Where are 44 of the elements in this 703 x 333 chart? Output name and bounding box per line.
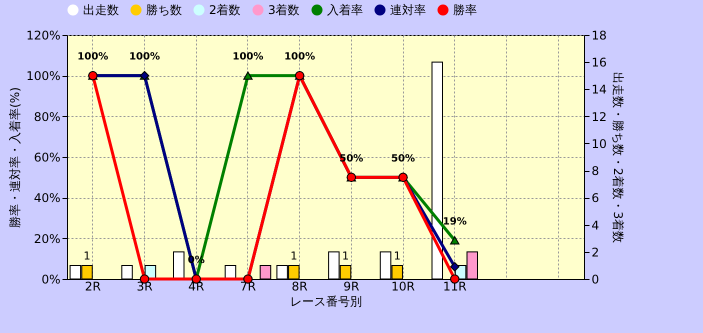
point: [243, 72, 253, 80]
y2-tick-label: 18: [592, 28, 607, 42]
y-tick-label: 80%: [34, 110, 60, 124]
data-label: 1: [342, 249, 350, 262]
y2-tick-label: 14: [592, 82, 607, 97]
y2-tick-label: 8: [592, 164, 600, 178]
x-tick-label: 9R: [343, 280, 360, 294]
x-tick-label: 2R: [84, 280, 101, 294]
y2-tick-label: 16: [592, 56, 607, 70]
legend-label: 入着率: [327, 3, 363, 17]
legend-label: 2着数: [209, 3, 241, 17]
y-axis-title: 勝率・連対率・入着率(%): [8, 87, 22, 228]
data-label: 1: [290, 249, 298, 262]
point: [450, 236, 460, 244]
legend-label: 3着数: [268, 3, 300, 17]
x-tick-label: 10R: [391, 280, 415, 294]
y-tick-label: 60%: [34, 150, 60, 164]
x-axis-title: レース番号別: [290, 294, 362, 308]
y2-tick-label: 6: [592, 191, 600, 206]
data-label: 19%: [442, 216, 467, 228]
legend-label: 勝率: [453, 3, 477, 17]
data-label: 100%: [77, 52, 108, 63]
y2-axis-title: 出走数・勝ち数・2着数・3着数: [610, 72, 625, 244]
data-label: 100%: [232, 52, 264, 63]
y-tick-label: 120%: [26, 28, 60, 42]
x-tick-label: 8R: [292, 280, 308, 294]
data-label: 100%: [284, 52, 316, 63]
data-label: 100%: [129, 52, 160, 63]
data-label: 50%: [391, 153, 416, 164]
data-label: 1: [84, 249, 91, 262]
y2-tick-label: 10: [592, 136, 607, 151]
y2-tick-label: 0: [592, 272, 600, 286]
legend-label: 勝ち数: [146, 3, 182, 17]
y-tick-label: 0%: [41, 272, 60, 286]
point: [450, 262, 460, 272]
y-tick-label: 20%: [34, 232, 60, 246]
y-tick-label: 100%: [26, 69, 60, 84]
y-tick-label: 40%: [34, 191, 60, 206]
y2-tick-label: 12: [592, 110, 607, 124]
y2-tick-label: 2: [592, 245, 600, 260]
data-label: 1: [394, 249, 401, 262]
y2-tick-label: 4: [592, 218, 600, 232]
legend-label: 出走数: [83, 3, 119, 17]
legend-label: 連対率: [390, 3, 426, 17]
